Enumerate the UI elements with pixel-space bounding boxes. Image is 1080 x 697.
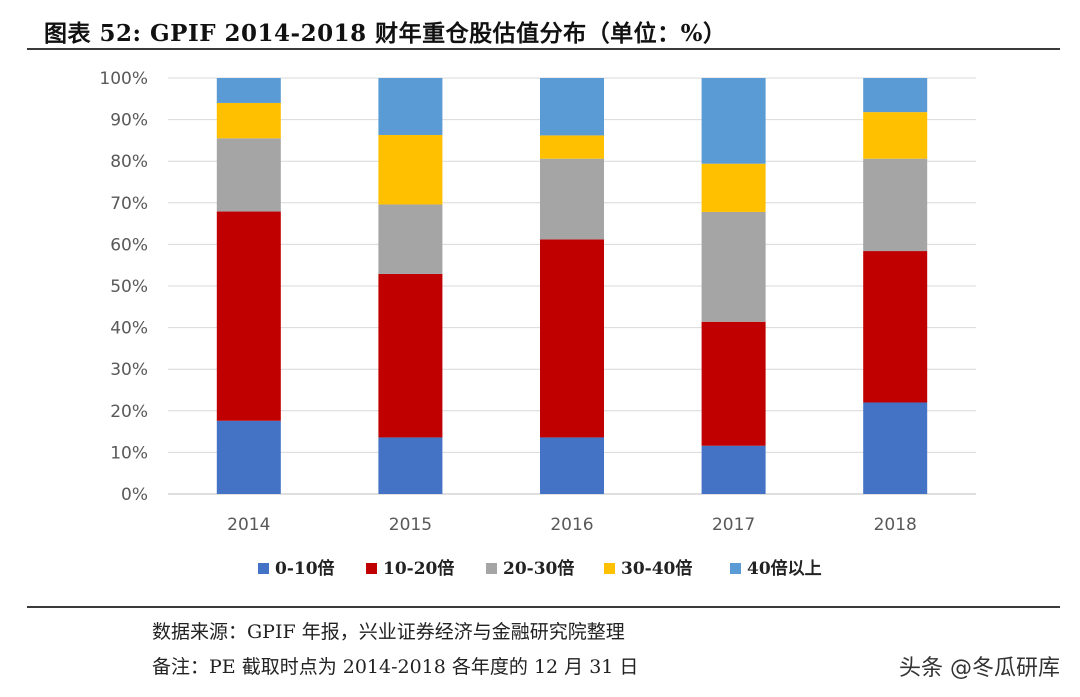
legend-label: 10-20倍 <box>383 558 454 579</box>
watermark: 头条 @冬瓜研库 <box>899 656 1060 681</box>
bar-segment <box>701 211 766 322</box>
figure-title: 图表 52: GPIF 2014-2018 财年重仓股估值分布（单位：%） <box>44 20 727 47</box>
x-tick-label: 2017 <box>712 515 755 535</box>
y-tick-label: 60% <box>110 235 148 255</box>
bar-segment <box>540 437 604 494</box>
legend-swatch <box>604 563 615 574</box>
stacked-bar-chart: 0% 10% 20% 30% 40% 50% 60% 70% 80% 90% 100% 2014 201… <box>99 69 976 579</box>
bar-segment <box>216 211 281 421</box>
legend-label: 20-30倍 <box>503 558 574 579</box>
legend-label: 0-10倍 <box>275 558 335 579</box>
bar-segment <box>216 102 281 139</box>
y-tick-label: 20% <box>110 402 148 422</box>
bar-segment <box>216 138 281 212</box>
bar-segment <box>216 420 281 494</box>
bar-segment <box>540 135 604 159</box>
bar-segment <box>863 251 928 403</box>
bar-segment <box>378 437 443 494</box>
legend-swatch <box>258 563 269 574</box>
y-tick-label: 30% <box>110 360 148 380</box>
legend-swatch <box>366 563 377 574</box>
bar-segment <box>378 134 443 205</box>
bar-segment <box>863 402 928 494</box>
bar-segment <box>863 158 928 252</box>
x-tick-label: 2016 <box>550 515 593 535</box>
x-tick-label: 2014 <box>227 515 270 535</box>
y-tick-label: 100% <box>99 69 148 89</box>
bar-segment <box>701 321 766 446</box>
bar-segment <box>701 163 766 212</box>
y-tick-label: 40% <box>110 319 148 339</box>
bar-segment <box>378 204 443 274</box>
legend-label: 30-40倍 <box>621 558 692 579</box>
remark-note: 备注：PE 截取时点为 2014-2018 各年度的 12 月 31 日 <box>152 656 639 678</box>
bottom-rule <box>27 606 1060 608</box>
bar-segment <box>540 78 604 136</box>
legend-swatch <box>486 563 497 574</box>
bar-segment <box>540 158 604 240</box>
x-tick-label: 2015 <box>389 515 432 535</box>
bar-segment <box>540 239 604 438</box>
y-tick-label: 10% <box>110 443 148 463</box>
y-tick-label: 0% <box>121 485 148 505</box>
bar-segment <box>701 445 766 494</box>
y-tick-label: 70% <box>110 194 148 214</box>
y-tick-label: 50% <box>110 277 148 297</box>
y-tick-label: 90% <box>110 111 148 131</box>
top-rule <box>27 48 1060 50</box>
bar-segment <box>216 78 281 103</box>
legend-swatch <box>730 563 741 574</box>
legend-label: 40倍以上 <box>747 558 822 579</box>
bar-segment <box>701 78 766 164</box>
y-tick-label: 80% <box>110 152 148 172</box>
bar-segment <box>378 78 443 135</box>
bar-segment <box>863 112 928 159</box>
bar-segment <box>378 273 443 438</box>
bar-segment <box>863 78 928 113</box>
x-tick-label: 2018 <box>874 515 917 535</box>
source-note: 数据来源：GPIF 年报，兴业证券经济与金融研究院整理 <box>152 621 625 643</box>
